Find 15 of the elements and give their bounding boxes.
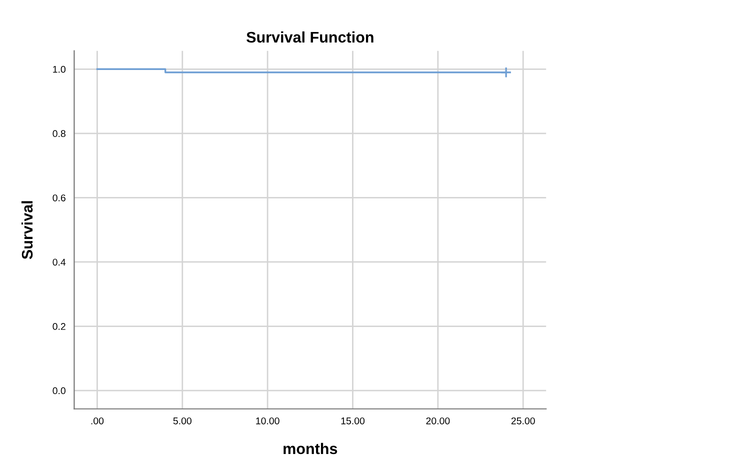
x-tick-label: 20.00 bbox=[426, 417, 450, 424]
x-tick-label: 5.00 bbox=[173, 417, 192, 424]
y-axis-title: Survival bbox=[21, 201, 33, 260]
x-tick-label: 15.00 bbox=[341, 417, 365, 424]
y-tick-label: 1.0 bbox=[53, 66, 66, 73]
x-tick-label: 25.00 bbox=[511, 417, 535, 424]
y-tick-label: 0.6 bbox=[52, 194, 66, 202]
y-tick-label: 0.0 bbox=[52, 387, 66, 394]
y-tick-label: 0.8 bbox=[52, 130, 66, 138]
chart-title: Survival Function bbox=[246, 31, 374, 43]
x-tick-label: .00 bbox=[91, 417, 104, 424]
y-tick-label: 0.4 bbox=[52, 258, 66, 266]
x-tick-label: 10.00 bbox=[256, 417, 280, 424]
y-tick-label: 0.2 bbox=[52, 323, 66, 330]
x-axis-title: months bbox=[284, 442, 338, 454]
